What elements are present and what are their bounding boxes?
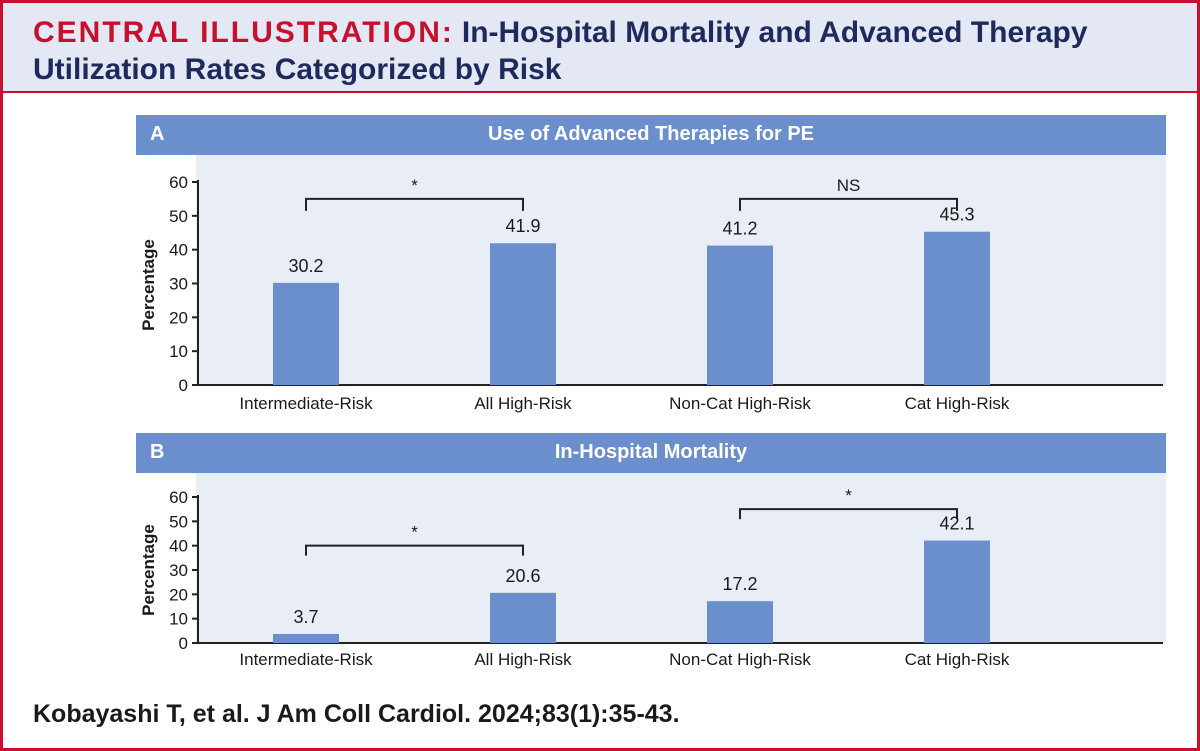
panel-0-comparison-bracket [739, 197, 958, 211]
panel-1-comparison-label: * [411, 523, 418, 542]
panel-1-value-label: 3.7 [293, 607, 318, 627]
panel-0-bar [924, 231, 990, 385]
panel-1-y-tick-label: 10 [169, 610, 188, 629]
panel-0-y-tick-label: 60 [169, 173, 188, 192]
panel-1-bar [924, 540, 990, 643]
panel-0-category-label: All High-Risk [474, 394, 572, 413]
panel-0-comparison-label: * [411, 176, 418, 195]
panel-0-category-label: Non-Cat High-Risk [669, 394, 811, 413]
panel-b-title: In-Hospital Mortality [554, 441, 748, 463]
panel-1-y-axis-label: Percentage [139, 524, 158, 616]
header-title: In-Hospital Mortality and Advanced Thera… [33, 16, 1088, 86]
panel-0-bar [490, 243, 556, 385]
panel-1-value-label: 17.2 [722, 574, 757, 594]
panel-1-category-label: Cat High-Risk [905, 650, 1010, 669]
panel-0-y-tick-label: 50 [169, 207, 188, 226]
panel-1-bar [707, 601, 773, 643]
header: CENTRAL ILLUSTRATION: In-Hospital Mortali… [3, 3, 1197, 93]
panel-1-y-tick-label: 60 [169, 488, 188, 507]
chart-svg: 0 10 20 30 40 50 60 Percentage 30.2 Intermediate-… [139, 173, 1163, 669]
header-prefix: CENTRAL ILLUSTRATION: [33, 16, 454, 49]
panel-0-value-label: 30.2 [288, 256, 323, 276]
panel-0-y-tick-label: 0 [179, 376, 188, 395]
panel-0-value-label: 41.2 [722, 219, 757, 239]
panel-1-category-label: All High-Risk [474, 650, 572, 669]
panel-1-y-tick-label: 50 [169, 512, 188, 531]
panel-0-comparison-label: NS [837, 176, 861, 195]
panel-0-category-label: Intermediate-Risk [239, 394, 373, 413]
panel-1-y-tick-label: 30 [169, 561, 188, 580]
panel-a-letter: A [150, 123, 165, 145]
panel-1-bar [490, 592, 556, 643]
panel-0-value-label: 45.3 [939, 205, 974, 225]
panel-0-bar [707, 245, 773, 385]
panel-1-bar [273, 633, 339, 643]
panel-b-letter: B [150, 441, 165, 463]
panel-0-comparison-bracket [305, 197, 524, 211]
panel-a-plot-area [196, 155, 1166, 385]
panel-b-plot-area [196, 473, 1166, 643]
panel-1-comparison-label: * [845, 486, 852, 505]
panel-1-value-label: 20.6 [505, 566, 540, 586]
panel-0-value-label: 41.9 [505, 216, 540, 236]
panel-b-title-bar: B In-Hospital Mortality [136, 433, 1166, 473]
citation: Kobayashi T, et al. J Am Coll Cardiol. 2… [33, 700, 680, 728]
panel-0-y-tick-label: 40 [169, 241, 188, 260]
panel-0-y-axis-label: Percentage [139, 239, 158, 331]
panel-1-value-label: 42.1 [939, 514, 974, 534]
panel-1-y-tick-label: 20 [169, 585, 188, 604]
panel-0-y-tick-label: 30 [169, 275, 188, 294]
panel-1-comparison-bracket [739, 508, 958, 520]
header-text: CENTRAL ILLUSTRATION: In-Hospital Mortali… [33, 14, 1173, 88]
panel-1-y-tick-label: 40 [169, 537, 188, 556]
panel-a-title: Use of Advanced Therapies for PE [487, 123, 814, 145]
panel-1-comparison-bracket [305, 544, 524, 556]
panel-1-category-label: Intermediate-Risk [239, 650, 373, 669]
panel-0-y-tick-label: 20 [169, 308, 188, 327]
panel-0-bar [273, 282, 339, 385]
panel-a-title-bar: A Use of Advanced Therapies for PE [136, 115, 1166, 155]
panel-0-y-tick-label: 10 [169, 342, 188, 361]
panel-1-y-tick-label: 0 [179, 634, 188, 653]
panel-1-category-label: Non-Cat High-Risk [669, 650, 811, 669]
panel-0-category-label: Cat High-Risk [905, 394, 1010, 413]
